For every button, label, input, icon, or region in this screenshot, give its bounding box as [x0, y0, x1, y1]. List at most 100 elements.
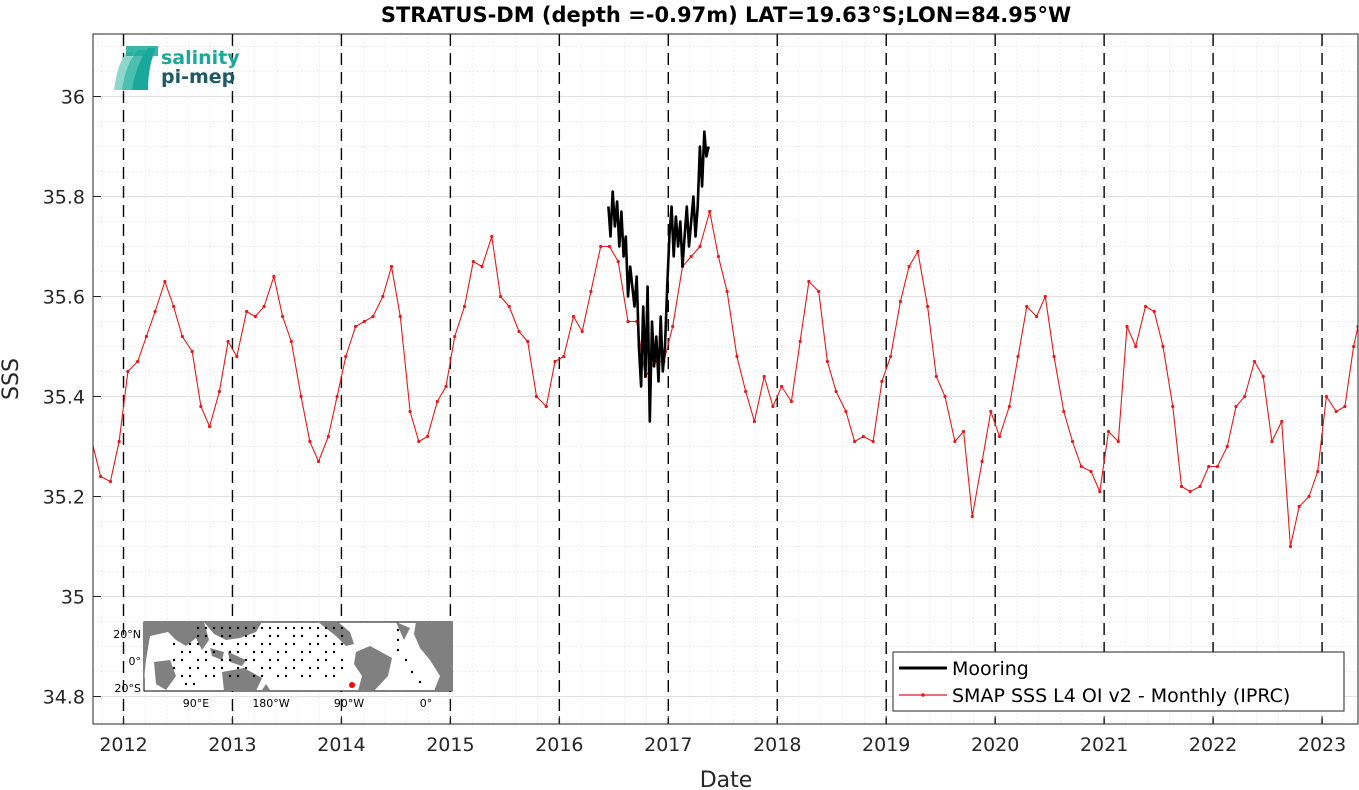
y-tick-label: 35.8 [43, 187, 85, 209]
y-axis: 34.8 35 35.2 35.4 35.6 35.8 36 [43, 87, 101, 709]
series-smap-point [880, 379, 884, 384]
series-smap-point [1297, 504, 1301, 509]
inset-mooring-dot [316, 666, 320, 670]
inset-mooring-dot [276, 674, 280, 678]
series-smap-point [562, 354, 566, 359]
logo-line1: salinity [161, 47, 240, 69]
series-smap-point [1307, 494, 1311, 499]
inset-mooring-dot [172, 658, 176, 662]
location-marker [349, 682, 355, 688]
series-smap-point [1070, 439, 1075, 444]
inset-mooring-dot [300, 626, 304, 630]
series-smap-point [398, 314, 402, 319]
inset-mooring-dot [396, 638, 400, 642]
y-tick-label: 35 [61, 587, 85, 609]
series-smap-point [752, 419, 756, 424]
series-smap-point [99, 474, 103, 479]
inset-mooring-dot [184, 682, 188, 686]
inset-mooring-dot [204, 658, 208, 662]
inset-mooring-dot [276, 650, 280, 654]
inset-mooring-dot [268, 666, 272, 670]
inset-lon-label: 0° [420, 697, 433, 710]
inset-mooring-dot [332, 666, 336, 670]
series-smap-point [1171, 404, 1175, 409]
series-smap-point [381, 294, 385, 299]
inset-mooring-dot [308, 626, 312, 630]
series-smap-point [289, 339, 293, 344]
x-tick-label: 2020 [971, 734, 1019, 756]
series-smap-point [480, 264, 484, 269]
series-smap-point [871, 439, 875, 444]
series-smap-point [580, 329, 584, 334]
inset-land [144, 622, 452, 691]
series-layer [93, 130, 1358, 549]
inset-mooring-dot [252, 658, 256, 662]
y-axis-label: SSS [0, 358, 24, 400]
series-smap-point [262, 304, 266, 309]
series-smap-point [735, 354, 739, 359]
series-smap-point [907, 264, 911, 269]
series-smap-point [207, 424, 212, 429]
series-smap-point [490, 234, 494, 239]
inset-mooring-dot [308, 650, 312, 654]
inset-mooring-dot [212, 642, 216, 646]
series-smap-point [725, 289, 729, 294]
inset-labels: 20°N 0° 20°S 90°E 180°W 90°W 0° [113, 628, 432, 710]
series-smap-point [1352, 344, 1356, 349]
chart-title: STRATUS-DM (depth =-0.97m) LAT=19.63°S;L… [381, 3, 1071, 27]
series-smap-point [1270, 439, 1274, 444]
series-smap-point [1198, 484, 1202, 489]
inset-mooring-dot [220, 658, 224, 662]
legend-smap-marker [921, 693, 925, 697]
series-smap-point [344, 354, 348, 359]
series-smap-point [698, 244, 702, 249]
series-smap-point [217, 389, 221, 394]
inset-mooring-dot [236, 650, 240, 654]
inset-moorings [172, 626, 422, 686]
series-smap-point [1234, 404, 1238, 409]
inset-mooring-dot [316, 642, 320, 646]
inset-mooring-dot [188, 666, 192, 670]
series-smap-point [589, 289, 593, 294]
series-smap-point [299, 394, 303, 399]
inset-mooring-dot [212, 626, 216, 630]
series-smap-point [108, 479, 113, 484]
inset-lat-label: 20°N [113, 628, 141, 641]
x-axis: 2012 2013 2014 2015 2016 2017 2018 2019 2020 2021… [99, 716, 1346, 756]
series-smap-point [716, 254, 721, 259]
series-smap-point [517, 329, 521, 334]
series-smap-point [626, 319, 630, 324]
inset-mooring-dot [204, 634, 208, 638]
legend-mooring-label: Mooring [952, 658, 1029, 680]
inset-mooring-dot [228, 634, 232, 638]
series-smap-point [961, 429, 966, 434]
series-smap-point [825, 359, 829, 364]
inset-mooring-dot [292, 626, 296, 630]
x-axis-label: Date [700, 768, 753, 790]
inset-mooring-dot [332, 626, 336, 630]
series-smap-point [1034, 314, 1039, 319]
logo-line2: pi-mep [161, 66, 235, 88]
inset-mooring-dot [192, 682, 196, 686]
series-smap-point [934, 374, 938, 379]
series-smap-point [1116, 439, 1120, 444]
inset-mooring-dot [252, 626, 256, 630]
inset-mooring-dot [260, 674, 264, 678]
series-smap-point [1343, 404, 1347, 409]
series-smap-point [534, 394, 539, 399]
inset-mooring-dot [284, 674, 288, 678]
inset-mooring-dot [332, 650, 336, 654]
inset-mooring-dot [244, 642, 248, 646]
series-smap-point [199, 404, 203, 409]
series-smap-point [943, 394, 947, 399]
x-tick-label: 2012 [99, 734, 147, 756]
inset-mooring-dot [292, 666, 296, 670]
series-smap-point [834, 389, 838, 394]
inset-mooring-dot [244, 634, 248, 638]
series-smap-point [190, 349, 194, 354]
y-tick-label: 35.4 [43, 387, 85, 409]
inset-mooring-dot [252, 634, 256, 638]
series-smap-point [898, 299, 902, 304]
series-smap-point [1316, 469, 1320, 474]
series-smap-point [153, 309, 157, 314]
